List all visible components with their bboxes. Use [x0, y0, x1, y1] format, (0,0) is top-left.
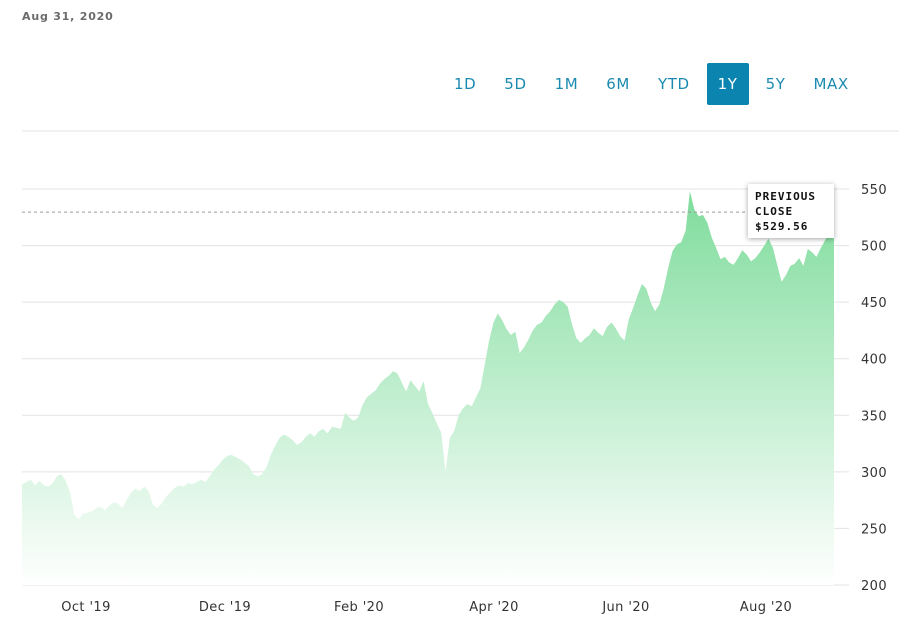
range-tab-5y[interactable]: 5Y [765, 75, 786, 93]
x-tick-label: Jun '20 [601, 600, 649, 615]
y-tick-label: 300 [861, 466, 887, 481]
range-tab-1d[interactable]: 1D [454, 75, 477, 93]
x-tick-label: Aug '20 [740, 600, 792, 615]
y-tick-label: 350 [861, 409, 887, 424]
y-tick-label: 250 [861, 522, 887, 537]
x-tick-label: Feb '20 [334, 600, 384, 615]
range-tab-1m[interactable]: 1M [554, 75, 579, 93]
range-tab-1y[interactable]: 1Y [706, 63, 749, 105]
range-tab-ytd[interactable]: YTD [657, 75, 690, 93]
range-tab-5d[interactable]: 5D [504, 75, 527, 93]
x-tick-label: Oct '19 [61, 600, 111, 615]
tooltip-value: $529.56 [755, 220, 809, 233]
x-tick-label: Apr '20 [469, 600, 519, 615]
y-tick-label: 400 [861, 353, 887, 368]
y-tick-label: 200 [861, 579, 887, 594]
range-tab-6m[interactable]: 6M [606, 75, 630, 93]
previous-close-tooltip: PREVIOUS CLOSE $529.56 [748, 184, 834, 238]
y-tick-label: 550 [861, 183, 887, 198]
x-tick-label: Dec '19 [199, 600, 251, 615]
tooltip-label-line1: PREVIOUS [755, 190, 816, 203]
y-tick-label: 450 [861, 296, 887, 311]
chart-date-label: Aug 31, 2020 [22, 10, 114, 23]
time-range-tabs: 1D 5D 1M 6M YTD 1Y 5Y MAX [440, 63, 863, 105]
tooltip-label-line2: CLOSE [755, 205, 794, 218]
y-tick-label: 500 [861, 240, 887, 255]
range-tab-max[interactable]: MAX [813, 75, 849, 93]
price-area-series [22, 191, 834, 586]
